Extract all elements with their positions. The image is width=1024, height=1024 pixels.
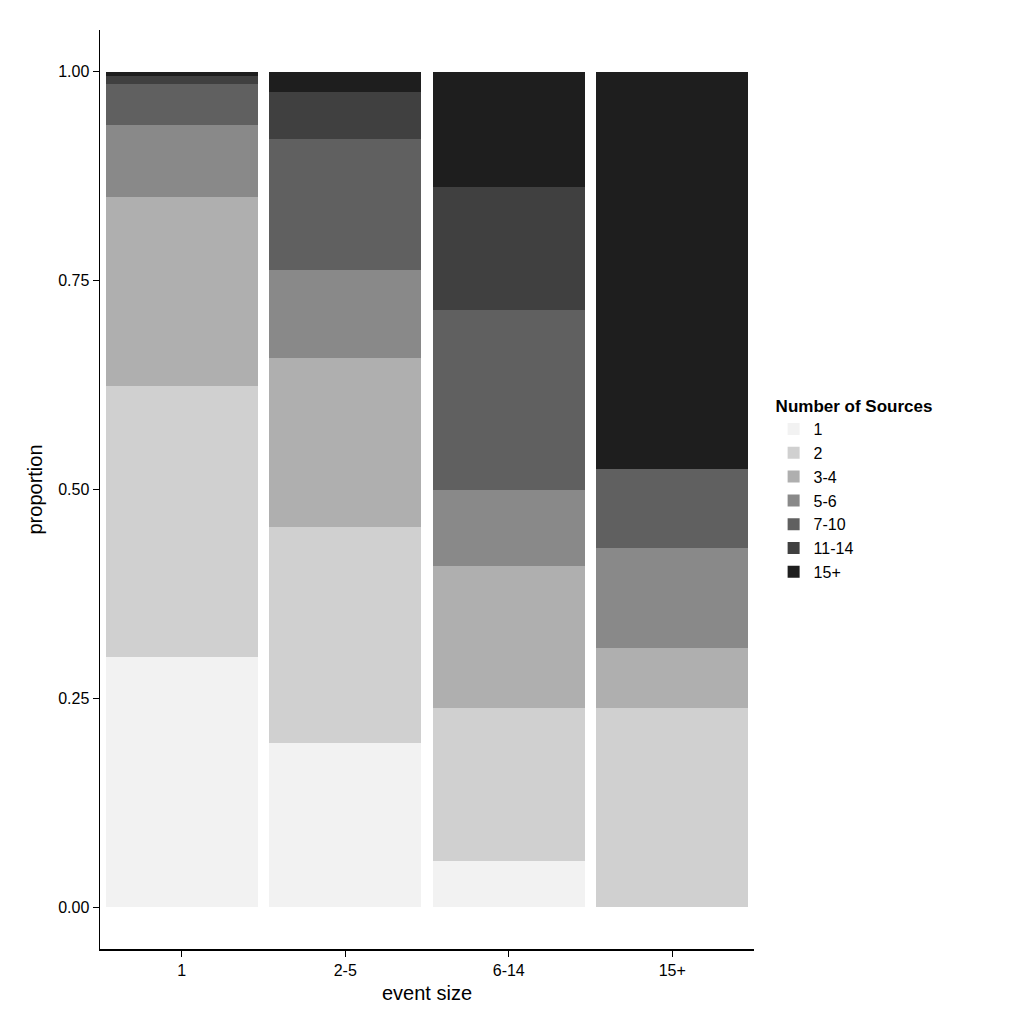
svg-text:6-14: 6-14 (493, 962, 525, 979)
svg-text:proportion: proportion (24, 444, 46, 534)
svg-text:Number of Sources: Number of Sources (776, 397, 933, 416)
svg-text:0.25: 0.25 (58, 690, 89, 707)
svg-text:15+: 15+ (814, 564, 841, 581)
svg-text:3-4: 3-4 (814, 469, 837, 486)
svg-text:1: 1 (177, 962, 186, 979)
svg-text:event size: event size (382, 982, 472, 1004)
svg-text:0.50: 0.50 (58, 481, 89, 498)
svg-text:0.75: 0.75 (58, 272, 89, 289)
svg-text:2: 2 (814, 445, 823, 462)
svg-text:1.00: 1.00 (58, 63, 89, 80)
svg-text:5-6: 5-6 (814, 493, 837, 510)
svg-text:2-5: 2-5 (334, 962, 357, 979)
svg-text:15+: 15+ (659, 962, 686, 979)
svg-text:7-10: 7-10 (814, 516, 846, 533)
svg-text:0.00: 0.00 (58, 899, 89, 916)
svg-text:1: 1 (814, 421, 823, 438)
svg-text:11-14: 11-14 (814, 540, 854, 557)
